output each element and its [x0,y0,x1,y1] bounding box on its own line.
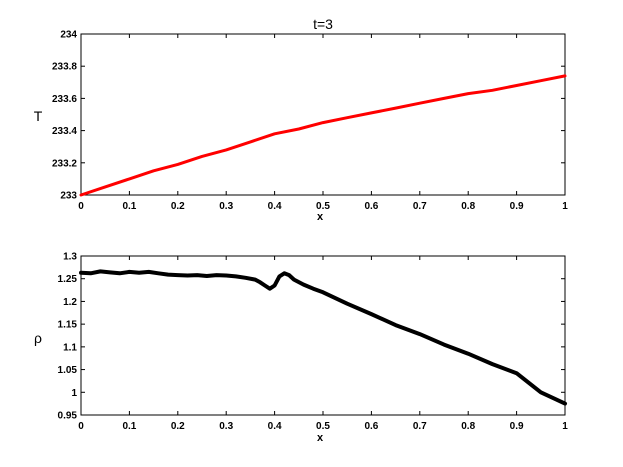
top-x-axis-label: x [317,211,324,223]
x-tick-label: 0.7 [413,201,427,212]
x-tick-label: 0.2 [171,421,185,432]
y-tick-label: 233.8 [52,62,77,73]
x-tick-label: 0.3 [219,421,233,432]
temperature-subplot: t=3 0 0.1 0.2 0.3 0.4 0.5 0.6 0.7 0.8 0.9 1 233233… [34,16,569,223]
y-tick-label: 1.05 [58,365,78,376]
x-tick-label: 0.6 [364,421,378,432]
top-x-axis: 0 0.1 0.2 0.3 0.4 0.5 0.6 0.7 0.8 0.9 1 [78,34,568,212]
x-tick-label: 0.8 [461,421,475,432]
x-tick-label: 0.1 [122,201,136,212]
y-tick-label: 1.15 [58,320,78,331]
x-tick-label: 0.4 [268,421,282,432]
x-tick-label: 1 [562,201,568,212]
x-tick-label: 0.9 [510,201,524,212]
y-tick-label: 234 [60,30,77,41]
density-series-line [79,269,567,406]
x-tick-label: 0.1 [122,421,136,432]
x-tick-label: 1 [562,421,568,432]
bottom-x-axis-label: x [317,432,324,444]
top-y-axis-label: T [34,108,43,124]
x-tick-label: 0.3 [219,201,233,212]
x-tick-label: 0 [78,201,84,212]
bottom-y-axis-label: ρ [34,330,42,346]
bottom-plot-area [80,255,566,416]
y-tick-label: 1.3 [63,252,77,263]
y-tick-label: 233.4 [52,126,77,137]
y-tick-label: 1.25 [58,274,78,285]
bottom-x-axis: 0 0.1 0.2 0.3 0.4 0.5 0.6 0.7 0.8 0.9 1 [78,256,568,432]
x-tick-label: 0.8 [461,201,475,212]
bottom-y-axis: 0.95 1 1.05 1.1 1.15 1.2 1.25 1.3 [58,252,565,422]
x-tick-label: 0.4 [268,201,282,212]
y-tick-label: 0.95 [58,411,78,422]
x-tick-label: 0.9 [510,421,524,432]
y-tick-label: 233.6 [52,94,77,105]
y-tick-label: 1.1 [63,342,77,353]
y-tick-label: 233 [60,191,77,202]
chart-title: t=3 [313,16,333,32]
x-tick-label: 0.5 [316,421,330,432]
x-tick-label: 0.7 [413,421,427,432]
x-tick-label: 0.2 [171,201,185,212]
x-tick-label: 0 [78,421,84,432]
y-tick-label: 1.2 [63,297,77,308]
x-tick-label: 0.5 [316,201,330,212]
x-tick-label: 0.6 [364,201,378,212]
y-tick-label: 233.2 [52,158,77,169]
temperature-series-line [79,74,567,197]
y-tick-label: 1 [71,388,77,399]
top-y-axis: 233 233.2 233.4 233.6 233.8 234 [52,30,565,202]
density-subplot: 0 0.1 0.2 0.3 0.4 0.5 0.6 0.7 0.8 0.9 1 0.95 1 1.05 1… [34,252,568,445]
